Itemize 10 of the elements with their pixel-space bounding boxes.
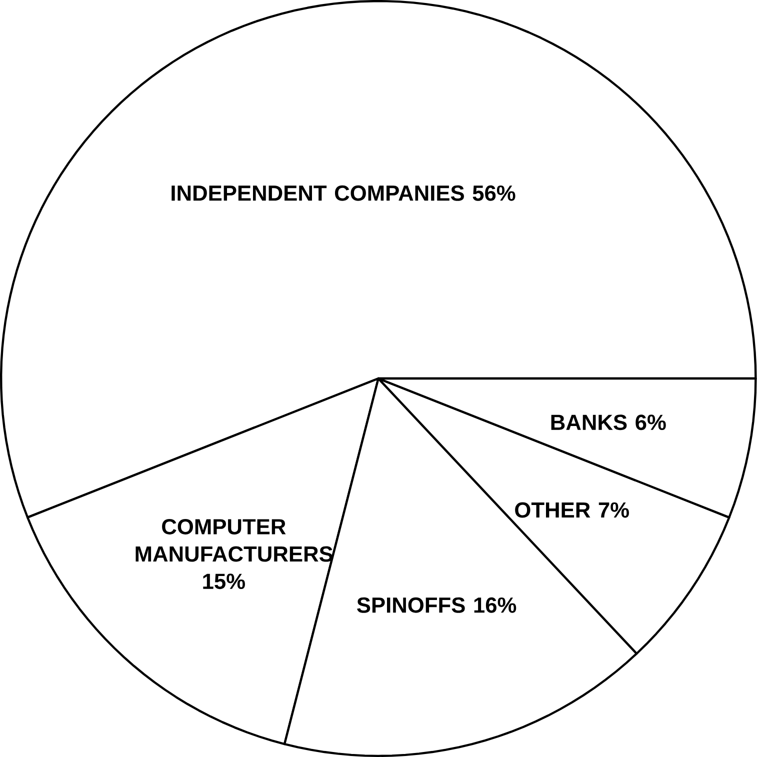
data-label: 6%	[636, 414, 666, 430]
slice-label: SPINOFFS	[357, 597, 465, 613]
slice-label: BANKS	[551, 414, 627, 430]
slice-label: INDEPENDENT COMPANIES	[172, 185, 464, 201]
data-label: 56%	[472, 185, 516, 201]
slice-label: OTHER	[515, 502, 590, 518]
data-label: 15%	[203, 574, 246, 590]
data-label: 7%	[599, 502, 630, 518]
slice-label: COMPUTER MANUFACTURERS	[136, 518, 333, 562]
data-label: 16%	[474, 597, 516, 613]
